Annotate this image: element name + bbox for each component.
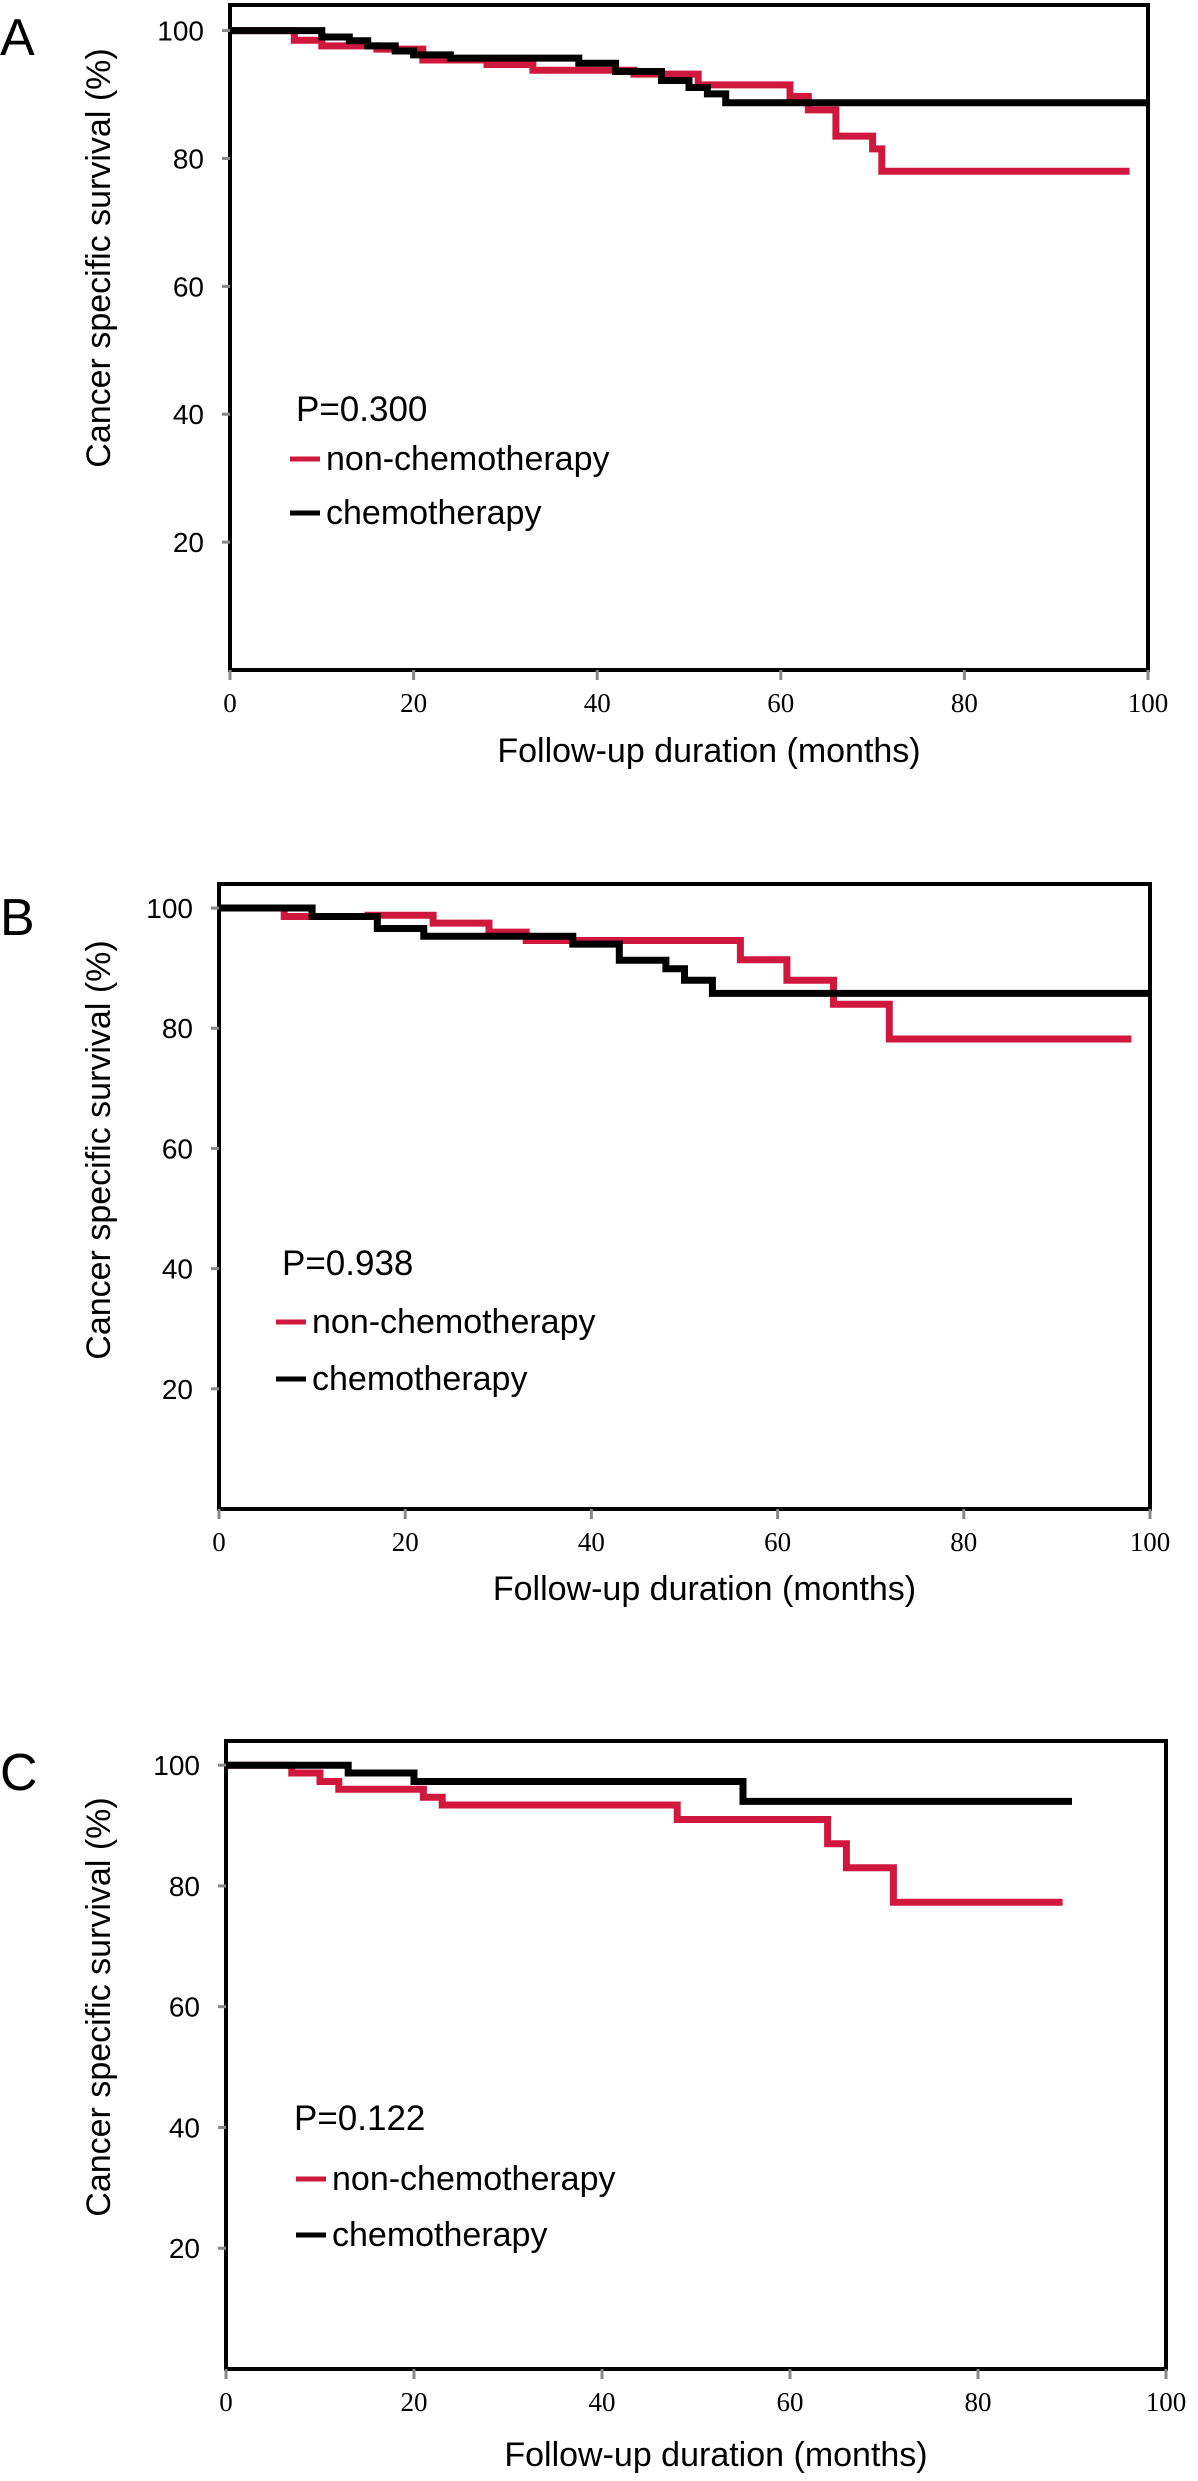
p-value-annotation: P=0.122 <box>294 2099 425 2138</box>
series-line-non-chemotherapy <box>219 904 1132 1043</box>
series-line-chemotherapy <box>230 27 1148 107</box>
x-tick-label: 80 <box>951 688 978 718</box>
y-tick-label: 80 <box>162 1013 193 1044</box>
series-line-non-chemotherapy <box>226 1761 1063 1906</box>
panel-label: B <box>0 889 35 947</box>
x-axis-label: Follow-up duration (months) <box>493 1570 916 1608</box>
x-tick-label: 20 <box>400 688 427 718</box>
legend-label-non-chemotherapy: non-chemotherapy <box>332 2160 616 2198</box>
legend-label-chemotherapy: chemotherapy <box>312 1360 527 1398</box>
y-tick-label: 40 <box>162 1254 193 1285</box>
series-line-chemotherapy <box>219 904 1150 997</box>
p-value-annotation: P=0.300 <box>296 390 427 429</box>
chart-panels: A 20 40 60 80 100 0 20 40 60 80 100 Follow-up durati… <box>0 3 1187 2474</box>
x-axis-label: Follow-up duration (months) <box>504 2436 927 2474</box>
chart-panel-a: A 20 40 60 80 100 0 20 40 60 80 100 Follow-up durati… <box>0 3 1169 770</box>
chart-panel-c: C 20 40 60 80 100 0 20 40 60 80 100 Follow-up durati… <box>0 1739 1187 2474</box>
chart-panel-b: B 20 40 60 80 100 0 20 40 60 80 100 Follow-up durati… <box>0 882 1171 1608</box>
legend-label-non-chemotherapy: non-chemotherapy <box>326 440 610 478</box>
x-tick-label: 100 <box>1130 1527 1171 1557</box>
legend-label-non-chemotherapy: non-chemotherapy <box>312 1303 596 1341</box>
x-tick-label: 0 <box>223 688 237 718</box>
x-tick-label: 80 <box>950 1527 977 1557</box>
legend-label-chemotherapy: chemotherapy <box>332 2216 547 2254</box>
x-tick-label: 0 <box>212 1527 226 1557</box>
x-tick-label: 20 <box>392 1527 419 1557</box>
series-line-chemotherapy <box>226 1761 1072 1805</box>
y-tick-label: 40 <box>173 399 204 430</box>
y-axis-label: Cancer specific survival (%) <box>80 48 118 467</box>
y-axis-label: Cancer specific survival (%) <box>80 940 118 1359</box>
x-tick-label: 80 <box>965 2387 992 2417</box>
panel-label: A <box>0 9 35 67</box>
x-tick-label: 60 <box>777 2387 804 2417</box>
x-tick-label: 40 <box>589 2387 616 2417</box>
y-tick-label: 20 <box>162 1374 193 1405</box>
plot-frame <box>228 3 1150 672</box>
x-tick-label: 100 <box>1146 2387 1187 2417</box>
x-tick-label: 100 <box>1128 688 1169 718</box>
y-tick-label: 80 <box>173 143 204 174</box>
y-tick-label: 20 <box>173 527 204 558</box>
y-tick-label: 100 <box>153 1750 200 1781</box>
legend-label-chemotherapy: chemotherapy <box>326 494 541 532</box>
x-tick-label: 40 <box>584 688 611 718</box>
x-tick-label: 60 <box>764 1527 791 1557</box>
y-tick-label: 60 <box>162 1133 193 1164</box>
x-tick-label: 0 <box>219 2387 233 2417</box>
y-tick-label: 40 <box>169 2112 200 2143</box>
y-axis-label: Cancer specific survival (%) <box>80 1797 118 2216</box>
y-tick-label: 100 <box>146 893 193 924</box>
x-tick-label: 40 <box>578 1527 605 1557</box>
panel-label: C <box>0 1744 38 1802</box>
y-tick-label: 60 <box>169 1992 200 2023</box>
x-axis-label: Follow-up duration (months) <box>497 732 920 770</box>
y-tick-label: 60 <box>173 271 204 302</box>
x-tick-label: 20 <box>401 2387 428 2417</box>
y-tick-label: 100 <box>157 16 204 47</box>
y-tick-label: 20 <box>169 2233 200 2264</box>
plot-frame <box>217 882 1152 1511</box>
plot-frame <box>224 1739 1168 2371</box>
p-value-annotation: P=0.938 <box>282 1244 413 1283</box>
y-tick-label: 80 <box>169 1871 200 1902</box>
x-tick-label: 60 <box>767 688 794 718</box>
